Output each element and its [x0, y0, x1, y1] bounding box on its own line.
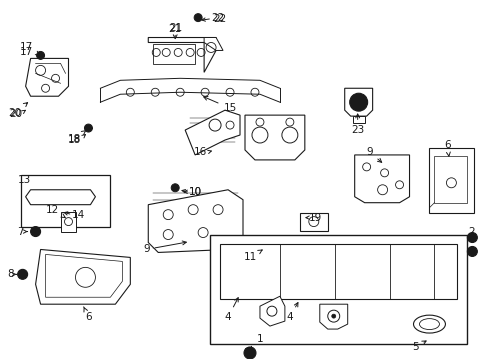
Bar — [299, 213, 327, 230]
Text: 21: 21 — [168, 23, 182, 33]
Text: 16: 16 — [193, 147, 206, 157]
Bar — [20, 175, 110, 226]
Polygon shape — [319, 304, 347, 329]
Circle shape — [84, 124, 92, 132]
Text: 3: 3 — [242, 348, 249, 358]
Text: 20: 20 — [8, 103, 27, 118]
Polygon shape — [148, 37, 216, 72]
Text: 22: 22 — [213, 14, 226, 24]
Bar — [210, 234, 467, 344]
Text: 5: 5 — [411, 341, 425, 352]
Text: 8: 8 — [7, 269, 14, 279]
Polygon shape — [185, 110, 240, 155]
Polygon shape — [25, 58, 68, 96]
Text: 18: 18 — [68, 135, 81, 145]
Text: 13: 13 — [18, 175, 31, 185]
Text: 6: 6 — [443, 140, 450, 156]
Text: 22: 22 — [211, 13, 224, 23]
Text: 11: 11 — [243, 250, 262, 262]
Text: 1: 1 — [256, 334, 263, 344]
Text: 6: 6 — [83, 307, 92, 322]
Polygon shape — [344, 88, 372, 116]
Polygon shape — [428, 148, 473, 213]
Polygon shape — [220, 244, 456, 299]
Text: 20: 20 — [9, 109, 22, 119]
Text: 18: 18 — [68, 130, 86, 144]
Ellipse shape — [413, 315, 445, 333]
Text: 2: 2 — [467, 226, 474, 239]
Text: 7: 7 — [17, 226, 24, 237]
Circle shape — [244, 347, 255, 359]
Circle shape — [467, 247, 476, 256]
Polygon shape — [352, 116, 364, 123]
Circle shape — [467, 233, 476, 243]
Text: 12: 12 — [46, 205, 65, 217]
Polygon shape — [61, 212, 76, 231]
Text: 17: 17 — [20, 48, 33, 58]
Polygon shape — [36, 249, 130, 304]
Text: 9: 9 — [366, 147, 381, 162]
Text: 10: 10 — [188, 187, 201, 197]
Circle shape — [171, 184, 179, 192]
Circle shape — [349, 93, 367, 111]
Polygon shape — [25, 190, 95, 205]
Circle shape — [331, 314, 335, 318]
Circle shape — [18, 269, 27, 279]
Text: 21: 21 — [169, 23, 183, 32]
Text: 9: 9 — [142, 241, 186, 255]
Polygon shape — [260, 296, 285, 326]
Polygon shape — [245, 238, 279, 261]
Text: 4: 4 — [286, 303, 297, 322]
Circle shape — [354, 98, 362, 106]
Text: 17: 17 — [20, 42, 40, 55]
Bar — [153, 45, 195, 64]
Text: 15: 15 — [203, 96, 236, 113]
Text: 19: 19 — [308, 213, 322, 222]
Polygon shape — [354, 155, 408, 203]
Text: 14: 14 — [72, 210, 85, 220]
Circle shape — [194, 14, 202, 22]
Circle shape — [37, 51, 44, 59]
Text: 10: 10 — [188, 187, 201, 197]
Text: 23: 23 — [350, 114, 364, 135]
Text: 4: 4 — [224, 298, 238, 322]
Polygon shape — [244, 115, 304, 160]
Circle shape — [31, 226, 41, 237]
Polygon shape — [203, 37, 223, 50]
Polygon shape — [148, 190, 243, 252]
Ellipse shape — [419, 319, 439, 329]
